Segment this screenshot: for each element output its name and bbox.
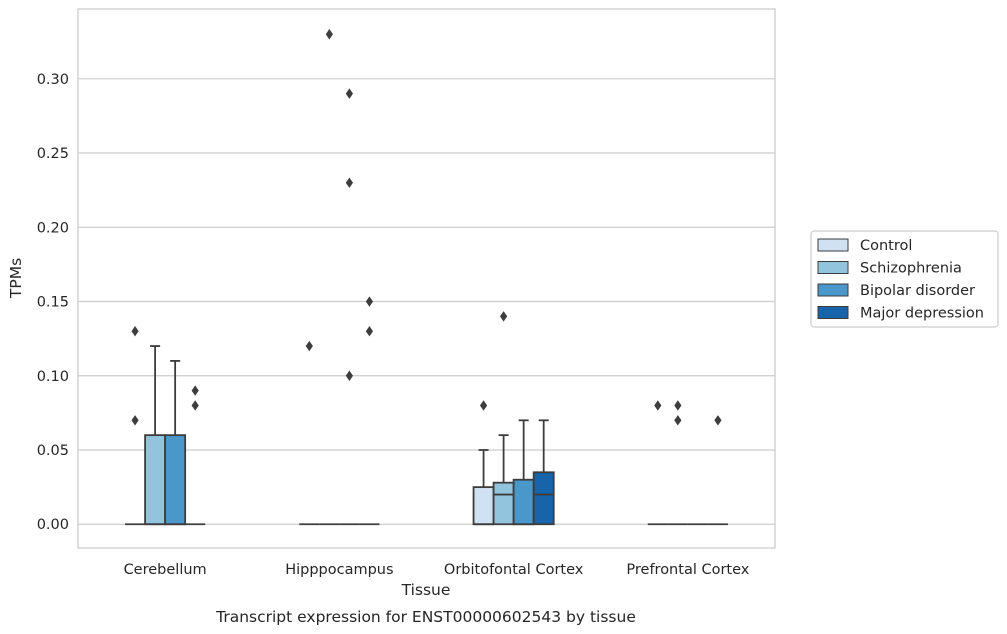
- x-tick-label: Hipppocampus: [285, 562, 393, 578]
- box-control: [125, 326, 146, 526]
- y-tick-labels: 0.00 0.05 0.10 0.15 0.20 0.25 0.30: [37, 72, 69, 533]
- box-body: [532, 471, 555, 526]
- box-major-depression: [359, 296, 380, 526]
- outlier-point: [500, 311, 508, 322]
- y-tick-label: 0.10: [37, 369, 69, 385]
- box-body: [492, 481, 515, 526]
- y-tick-label: 0.20: [37, 220, 69, 236]
- box-major-depression: [707, 415, 728, 526]
- x-axis-label: Tissue: [401, 581, 451, 599]
- box-bipolar-disorder: [339, 88, 360, 526]
- outlier-point: [345, 88, 353, 99]
- legend: Control Schizophrenia Bipolar disorder Majo…: [810, 230, 999, 328]
- outlier-point: [479, 400, 488, 411]
- legend-label: Schizophrenia: [860, 261, 962, 277]
- legend-swatch: [817, 283, 849, 297]
- outlier-point: [365, 326, 374, 337]
- outlier-point: [131, 415, 139, 426]
- y-tick-label: 0.00: [37, 517, 69, 533]
- box-schizophrenia: [667, 400, 688, 526]
- plot-frame: [77, 8, 776, 549]
- y-tick-label: 0.25: [37, 146, 69, 162]
- outlier-point: [714, 415, 722, 426]
- legend-label: Control: [860, 238, 912, 254]
- box-body: [472, 486, 495, 526]
- outlier-point: [654, 400, 662, 411]
- y-tick-label: 0.30: [37, 72, 69, 88]
- box-control: [299, 340, 320, 526]
- box-control: [647, 400, 668, 526]
- box-schizophrenia: [319, 29, 340, 526]
- outlier-point: [191, 400, 199, 411]
- outlier-point: [365, 296, 374, 307]
- outlier-point: [191, 385, 199, 396]
- x-tick-label: Cerebellum: [124, 562, 207, 578]
- box-major-depression: [185, 385, 206, 526]
- legend-swatch: [817, 306, 849, 319]
- box-bipolar-disorder: [164, 360, 187, 526]
- y-tick-label: 0.15: [37, 295, 69, 311]
- x-tick-label: Prefrontal Cortex: [626, 562, 749, 578]
- box-body: [512, 478, 535, 526]
- outlier-point: [674, 400, 682, 411]
- legend-frame: [810, 230, 999, 328]
- box-body: [144, 434, 167, 526]
- outlier-point: [345, 177, 353, 188]
- outlier-point: [674, 415, 682, 426]
- box-major-depression: [532, 419, 555, 526]
- x-tick-label: Orbitofontal Cortex: [444, 562, 584, 578]
- y-axis-label: TPMs: [7, 258, 25, 299]
- legend-swatch: [817, 238, 849, 252]
- box-body: [164, 434, 187, 526]
- chart-caption: Transcript expression for ENST0000060254…: [215, 608, 636, 626]
- boxes-layer: [125, 29, 728, 526]
- outlier-point: [131, 326, 139, 337]
- y-tick-label: 0.05: [37, 443, 69, 459]
- box-control: [472, 400, 495, 526]
- legend-swatch: [817, 261, 849, 274]
- x-tick-labels: Cerebellum Hipppocampus Orbitofontal Corte…: [124, 562, 750, 578]
- outlier-point: [305, 340, 313, 352]
- outlier-point: [345, 370, 353, 381]
- box-schizophrenia: [492, 311, 515, 526]
- legend-label: Bipolar disorder: [860, 283, 975, 299]
- legend-label: Major depression: [860, 306, 984, 322]
- plot-area: [78, 9, 775, 548]
- outlier-point: [325, 29, 333, 40]
